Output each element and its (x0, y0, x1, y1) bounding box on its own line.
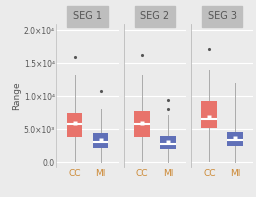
Y-axis label: Range: Range (12, 81, 21, 110)
Title: SEG 1: SEG 1 (73, 11, 102, 21)
Bar (201, 101, 217, 128)
Bar (67, 113, 82, 137)
Bar (227, 132, 243, 146)
Title: SEG 2: SEG 2 (140, 11, 169, 21)
Bar (160, 136, 176, 149)
Bar (93, 133, 108, 148)
Title: SEG 3: SEG 3 (208, 11, 237, 21)
Bar (134, 111, 150, 137)
